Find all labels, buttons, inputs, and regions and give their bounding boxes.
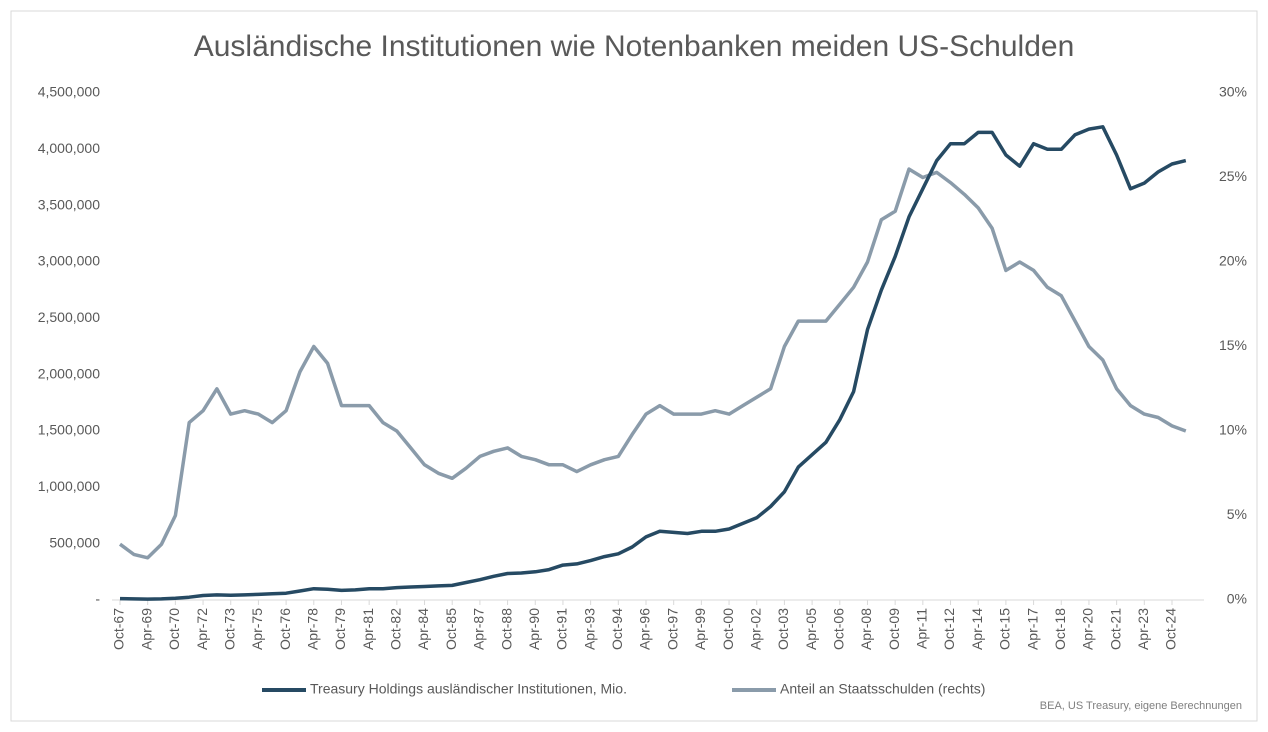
y2-tick-label: 10% xyxy=(1219,422,1247,438)
y2-tick-label: 15% xyxy=(1219,337,1247,353)
x-tick-label: Apr-72 xyxy=(194,608,210,650)
x-tick-label: Oct-24 xyxy=(1163,608,1179,650)
x-tick-label: Apr-75 xyxy=(249,608,265,650)
x-tick-label: Oct-15 xyxy=(997,608,1013,650)
x-tick-label: Apr-93 xyxy=(581,608,597,650)
legend-label: Treasury Holdings ausländischer Institut… xyxy=(310,681,627,697)
y-tick-label: 1,000,000 xyxy=(38,478,100,494)
chart-border xyxy=(10,10,1258,722)
x-tick-label: Oct-91 xyxy=(554,608,570,650)
y-tick-label: 1,500,000 xyxy=(38,422,100,438)
y2-tick-label: 20% xyxy=(1219,253,1247,269)
legend-label: Anteil an Staatsschulden (rechts) xyxy=(780,681,985,697)
x-tick-label: Apr-81 xyxy=(360,608,376,650)
x-tick-label: Apr-17 xyxy=(1024,608,1040,650)
x-tick-label: Oct-82 xyxy=(388,608,404,650)
x-tick-label: Apr-23 xyxy=(1135,608,1151,650)
x-tick-label: Oct-03 xyxy=(775,608,791,650)
y-tick-label: - xyxy=(95,591,100,607)
x-tick-label: Apr-05 xyxy=(803,608,819,650)
x-tick-label: Apr-87 xyxy=(471,608,487,650)
source-note: BEA, US Treasury, eigene Berechnungen xyxy=(1040,700,1242,712)
y2-tick-label: 25% xyxy=(1219,168,1247,184)
x-tick-label: Oct-67 xyxy=(111,608,127,650)
y-tick-label: 2,500,000 xyxy=(38,309,100,325)
x-tick-label: Apr-11 xyxy=(914,608,930,649)
x-tick-label: Oct-70 xyxy=(166,608,182,650)
x-tick-label: Oct-09 xyxy=(886,608,902,650)
y2-tick-label: 5% xyxy=(1227,506,1247,522)
x-tick-label: Apr-08 xyxy=(858,608,874,650)
series-line xyxy=(118,167,1187,560)
x-tick-label: Apr-02 xyxy=(747,608,763,650)
y-tick-label: 2,000,000 xyxy=(38,365,100,381)
x-tick-label: Apr-84 xyxy=(415,608,431,650)
x-tick-label: Oct-94 xyxy=(609,608,625,650)
x-tick-label: Oct-12 xyxy=(941,608,957,650)
x-tick-label: Oct-21 xyxy=(1107,608,1123,650)
y2-tick-label: 0% xyxy=(1227,591,1247,607)
x-tick-label: Oct-18 xyxy=(1052,608,1068,650)
y-tick-label: 4,000,000 xyxy=(38,140,100,156)
x-tick-label: Apr-96 xyxy=(637,608,653,650)
x-tick-label: Oct-85 xyxy=(443,608,459,650)
x-tick-label: Oct-79 xyxy=(332,608,348,650)
chart-title: Ausländische Institutionen wie Notenbank… xyxy=(194,30,1075,63)
y-tick-label: 3,000,000 xyxy=(38,253,100,269)
x-tick-label: Oct-76 xyxy=(277,608,293,650)
y2-tick-label: 30% xyxy=(1219,84,1247,100)
x-tick-label: Apr-14 xyxy=(969,608,985,650)
x-tick-label: Oct-88 xyxy=(498,608,514,650)
y-tick-label: 500,000 xyxy=(49,534,100,550)
x-tick-label: Oct-06 xyxy=(830,608,846,650)
y-tick-label: 4,500,000 xyxy=(38,84,100,100)
x-tick-label: Oct-73 xyxy=(221,608,237,650)
x-tick-label: Apr-78 xyxy=(304,608,320,650)
x-tick-label: Apr-90 xyxy=(526,608,542,650)
x-tick-label: Oct-97 xyxy=(664,608,680,650)
x-tick-label: Apr-99 xyxy=(692,608,708,650)
y-tick-label: 3,500,000 xyxy=(38,196,100,212)
x-tick-label: Apr-20 xyxy=(1080,608,1096,650)
x-tick-label: Apr-69 xyxy=(138,608,154,650)
x-tick-label: Oct-00 xyxy=(720,608,736,650)
series-line xyxy=(119,125,1187,601)
